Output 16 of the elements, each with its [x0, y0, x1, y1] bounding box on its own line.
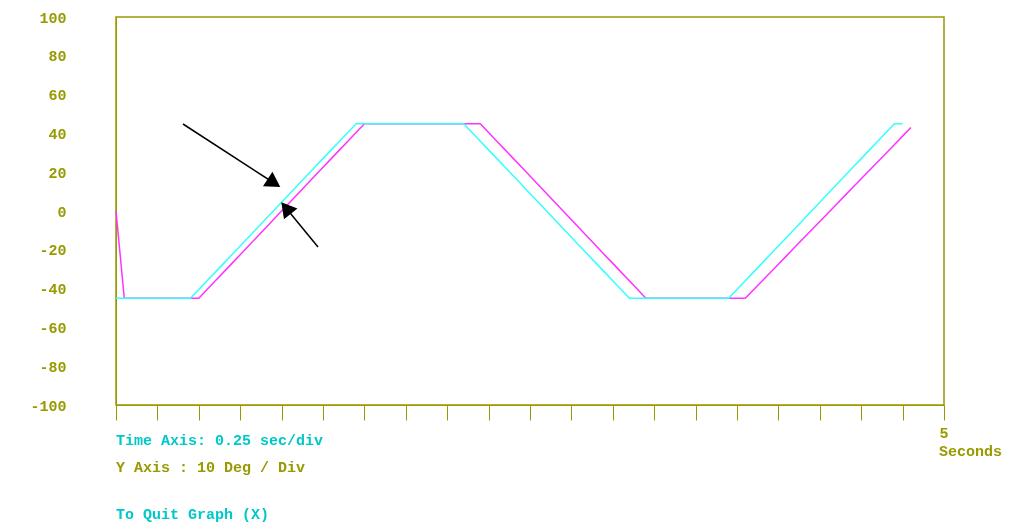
x-axis-title: Seconds [938, 443, 1003, 461]
y-tick-label: -60 [39, 320, 67, 338]
y-tick-label: 40 [48, 126, 67, 144]
y-tick-label: -100 [30, 398, 67, 416]
y-tick-label: -80 [39, 359, 67, 377]
y-tick-label: -20 [39, 243, 67, 261]
text: Time Axis: 0.25 sec/div [116, 433, 324, 450]
text: 5 [939, 426, 949, 443]
y-tick-label: 80 [48, 49, 67, 67]
y-tick-label: -40 [39, 282, 67, 300]
y-tick-label: 0 [57, 204, 67, 222]
y-tick-label: 20 [48, 165, 67, 183]
y-tick-label: 60 [48, 88, 67, 106]
y-tick-label: 100 [39, 10, 67, 28]
text: To Quit Graph (X) [116, 507, 270, 523]
text: Y Axis : 10 Deg / Div [116, 460, 306, 477]
